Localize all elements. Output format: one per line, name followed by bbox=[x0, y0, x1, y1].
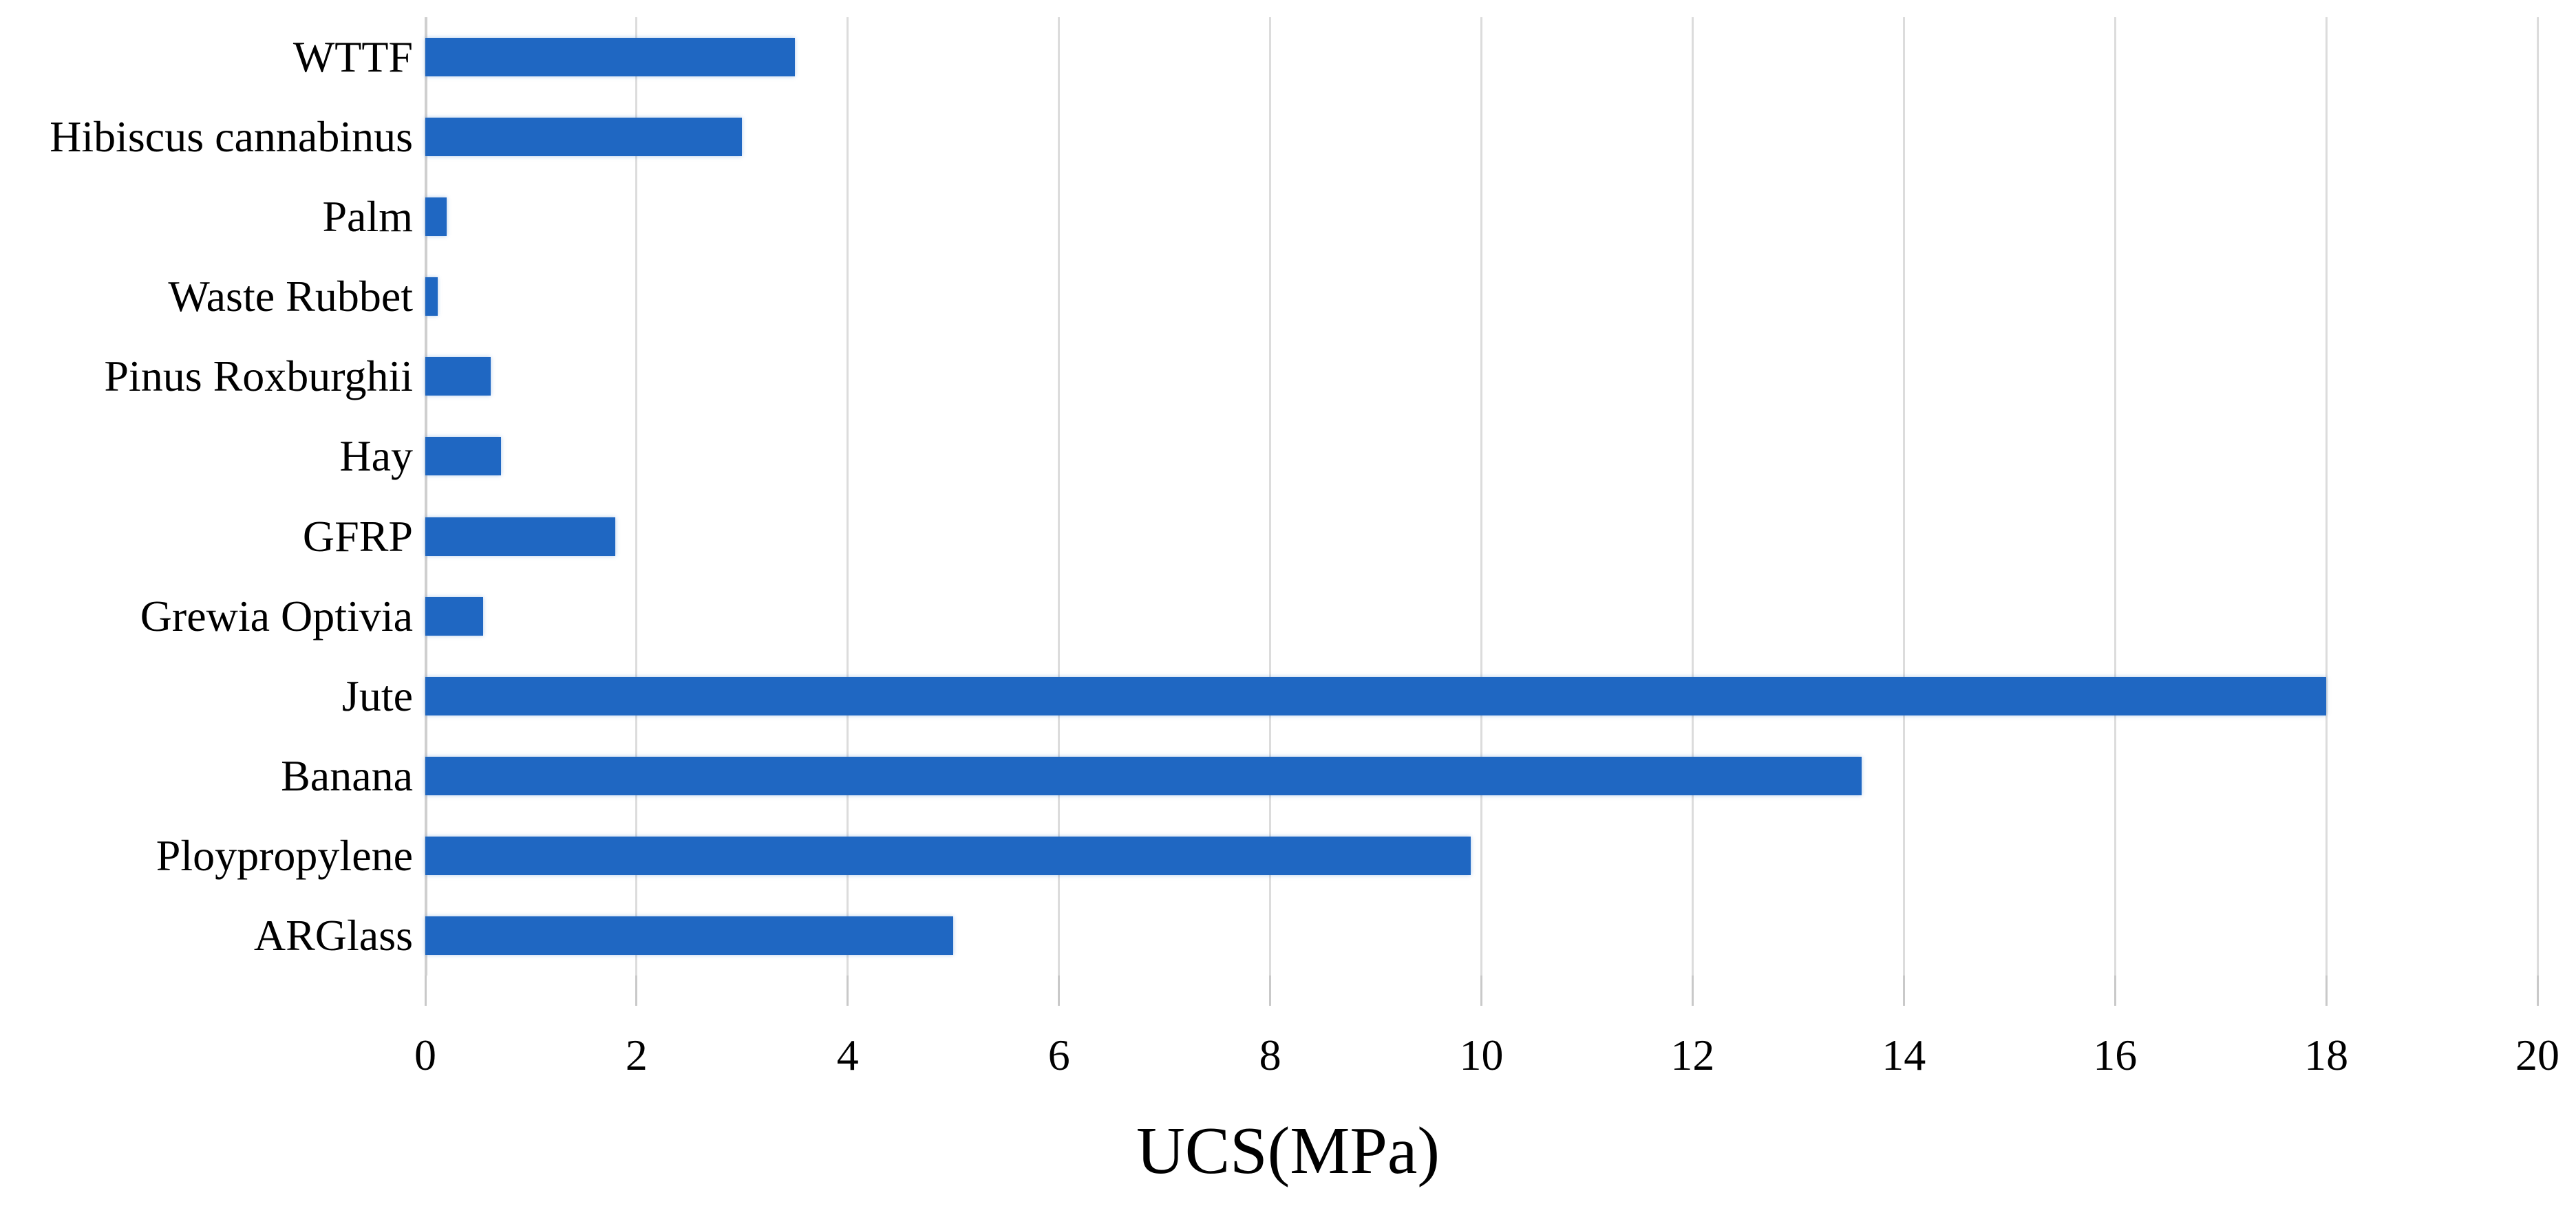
category-label-grewia-optivia: Grewia Optivia bbox=[140, 591, 413, 640]
category-label-palm: Palm bbox=[322, 192, 413, 241]
gridline-x-10 bbox=[1480, 17, 1482, 976]
x-tick-mark-14 bbox=[1902, 976, 1905, 1006]
gridline-x-16 bbox=[2114, 17, 2116, 976]
bar-ploypropylene bbox=[425, 836, 1471, 875]
x-tick-label-12: 12 bbox=[1670, 1031, 1715, 1079]
x-tick-mark-18 bbox=[2325, 976, 2328, 1006]
gridline-x-0 bbox=[424, 17, 427, 976]
x-tick-mark-4 bbox=[847, 976, 849, 1006]
gridline-x-4 bbox=[847, 17, 849, 976]
bar-hay bbox=[425, 437, 502, 476]
x-tick-mark-10 bbox=[1480, 976, 1482, 1006]
x-tick-label-6: 6 bbox=[1047, 1031, 1070, 1079]
bar-banana bbox=[425, 756, 1862, 795]
x-axis-title: UCS(MPa) bbox=[1136, 1114, 1440, 1188]
category-label-hay: Hay bbox=[339, 431, 413, 481]
x-tick-label-20: 20 bbox=[2515, 1031, 2559, 1079]
category-label-arglass: ARGlass bbox=[253, 910, 413, 960]
category-label-pinus-roxburghii: Pinus Roxburghii bbox=[104, 352, 413, 401]
x-tick-mark-12 bbox=[1691, 976, 1694, 1006]
category-label-banana: Banana bbox=[281, 751, 413, 800]
category-label-ploypropylene: Ploypropylene bbox=[156, 830, 413, 880]
x-tick-label-16: 16 bbox=[2093, 1031, 2138, 1079]
bar-gfrp bbox=[425, 517, 616, 556]
x-tick-label-4: 4 bbox=[836, 1031, 859, 1079]
x-tick-label-8: 8 bbox=[1259, 1031, 1281, 1079]
x-tick-mark-2 bbox=[635, 976, 638, 1006]
category-label-wttf: WTTF bbox=[292, 32, 413, 82]
bar-pinus-roxburghii bbox=[425, 357, 491, 396]
bar-palm bbox=[425, 197, 447, 237]
x-tick-mark-20 bbox=[2536, 976, 2539, 1006]
x-tick-mark-8 bbox=[1269, 976, 1272, 1006]
gridline-x-20 bbox=[2536, 17, 2539, 976]
x-tick-label-10: 10 bbox=[1459, 1031, 1504, 1079]
category-label-hibiscus-cannabinus: Hibiscus cannabinus bbox=[50, 112, 413, 162]
gridline-x-18 bbox=[2325, 17, 2328, 976]
bar-wttf bbox=[425, 38, 796, 77]
gridline-x-2 bbox=[635, 17, 638, 976]
x-tick-label-2: 2 bbox=[625, 1031, 648, 1079]
x-tick-label-0: 0 bbox=[414, 1031, 436, 1079]
category-label-jute: Jute bbox=[341, 671, 413, 720]
plot-area bbox=[424, 17, 2539, 976]
bar-hibiscus-cannabinus bbox=[425, 118, 743, 157]
x-tick-label-18: 18 bbox=[2304, 1031, 2349, 1079]
bar-jute bbox=[425, 676, 2327, 715]
x-tick-mark-6 bbox=[1058, 976, 1061, 1006]
x-tick-mark-16 bbox=[2114, 976, 2116, 1006]
gridline-x-8 bbox=[1269, 17, 1272, 976]
bar-waste-rubbet bbox=[425, 277, 438, 316]
gridline-x-12 bbox=[1691, 17, 1694, 976]
gridline-x-14 bbox=[1902, 17, 1905, 976]
category-label-waste-rubbet: Waste Rubbet bbox=[168, 272, 413, 321]
gridline-x-6 bbox=[1058, 17, 1061, 976]
bar-arglass bbox=[425, 916, 954, 955]
category-label-gfrp: GFRP bbox=[302, 511, 413, 561]
x-tick-label-14: 14 bbox=[1882, 1031, 1926, 1079]
x-tick-mark-0 bbox=[424, 976, 427, 1006]
bar-grewia-optivia bbox=[425, 596, 484, 636]
